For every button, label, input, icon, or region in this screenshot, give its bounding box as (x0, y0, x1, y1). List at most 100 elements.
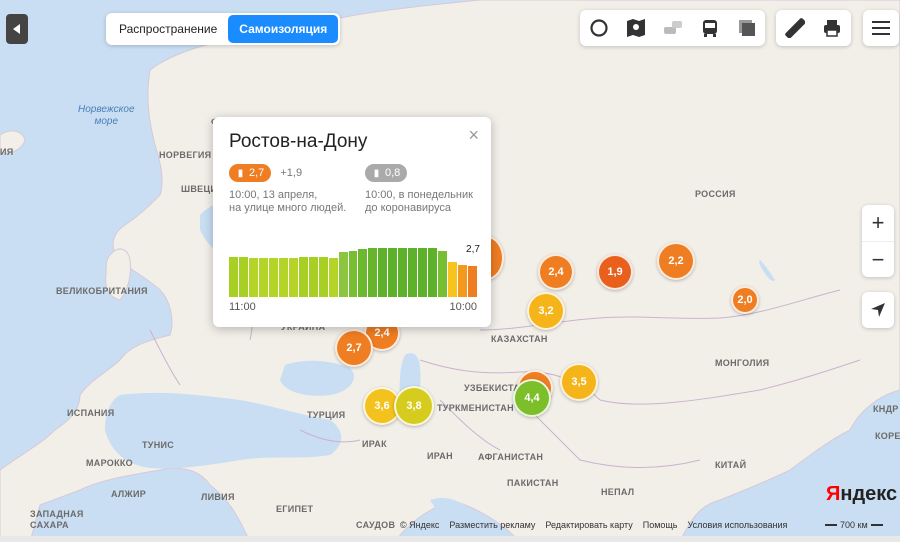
chart-bar (458, 264, 468, 297)
popup-title: Ростов-на-Дону (229, 131, 368, 152)
map-layers-toolbar (580, 10, 765, 46)
region-marker[interactable]: 2,4 (538, 254, 574, 290)
tab-self-isolation[interactable]: Самоизоляция (228, 15, 339, 43)
chart-bar (418, 247, 428, 297)
chart-bar (318, 256, 328, 297)
map-label-uzbekistan: УЗБЕКИСТА (464, 383, 521, 393)
map-label-korea: КОРЕ (875, 431, 900, 441)
chart-bar (298, 256, 308, 297)
chart-bar (428, 247, 438, 297)
map-label-china: КИТАЙ (715, 460, 747, 470)
zoom-out-button[interactable]: − (862, 241, 894, 277)
tools-toolbar (776, 10, 851, 46)
map-label-russia: РОССИЯ (695, 189, 736, 199)
layers-button[interactable] (580, 10, 617, 46)
baseline-desc: до коронавируса (365, 202, 452, 214)
ads-link[interactable]: Разместить рекламу (449, 520, 536, 530)
map-scheme-button[interactable] (617, 10, 654, 46)
mode-switch: Распространение Самоизоляция (106, 13, 341, 45)
map-label-nepal: НЕПАЛ (601, 487, 635, 497)
hamburger-icon (872, 21, 890, 35)
edit-map-link[interactable]: Редактировать карту (545, 520, 633, 530)
layers-circle-icon (589, 19, 608, 37)
ruler-button[interactable] (776, 10, 813, 46)
tab-spread[interactable]: Распространение (119, 22, 218, 36)
chart-bar (338, 252, 348, 297)
current-desc: на улице много людей. (229, 202, 347, 214)
chart-bar (468, 266, 477, 297)
baseline-stat: ▮ 0,8 10:00, в понедельник до коронавируса (365, 164, 473, 215)
map-label-egypt: ЕГИПЕТ (276, 504, 314, 514)
region-marker[interactable]: 3,2 (527, 292, 565, 330)
region-marker[interactable]: 2,7 (335, 329, 373, 367)
menu-button[interactable] (863, 10, 899, 46)
transport-button[interactable] (691, 10, 728, 46)
current-time: 10:00, 13 апреля, (229, 189, 318, 201)
chart-end-time: 10:00 (449, 301, 477, 313)
map-label-tunisia: ТУНИС (142, 440, 175, 450)
region-marker[interactable]: 1,9 (597, 254, 633, 290)
map-label-sweden: ШВЕЦИ (181, 184, 218, 194)
region-marker[interactable]: 3,5 (560, 363, 598, 401)
map-label-libya: ЛИВИЯ (201, 492, 235, 502)
index-delta: +1,9 (280, 166, 303, 179)
map-label-iceland: ИЯ (0, 147, 14, 157)
panorama-button[interactable] (728, 10, 765, 46)
bottom-strip (0, 536, 900, 542)
panorama-icon (738, 20, 755, 36)
print-button[interactable] (813, 10, 850, 46)
region-marker[interactable]: 2,2 (657, 242, 695, 280)
map-label-uk: ВЕЛИКОБРИТАНИЯ (56, 286, 148, 296)
map-label-norway: НОРВЕГИЯ (159, 150, 212, 160)
map-label-pakistan: ПАКИСТАН (507, 478, 559, 488)
geolocation-button[interactable] (862, 292, 894, 328)
person-icon: ▮ (373, 167, 380, 179)
chart-bar (278, 257, 288, 297)
collapse-panel-button[interactable] (6, 14, 28, 44)
map-label-norway-sea: Норвежское море (78, 104, 135, 127)
chart-bar (368, 248, 378, 297)
baseline-index-badge: ▮ 0,8 (365, 164, 408, 182)
print-icon (823, 20, 840, 37)
map-label-turkmenistan: ТУРКМЕНИСТАН (437, 403, 514, 413)
chart-bar (448, 261, 458, 297)
map-label-iran: ИРАН (427, 451, 453, 461)
copyright: © Яндекс (400, 520, 440, 530)
current-stat: ▮ 2,7 +1,9 10:00, 13 апреля, на улице мног… (229, 164, 346, 215)
chart-bar (388, 247, 398, 297)
chart-bar (248, 257, 258, 297)
map-label-spain: ИСПАНИЯ (67, 408, 115, 418)
city-popup: Ростов-на-Дону × ▮ 2,7 +1,9 10:00, 13 апр… (213, 117, 491, 327)
bus-icon (702, 20, 717, 37)
help-link[interactable]: Помощь (642, 520, 678, 530)
region-marker[interactable]: 3,8 (394, 386, 434, 426)
person-icon: ▮ (237, 167, 244, 179)
region-marker[interactable]: 2,0 (731, 286, 759, 314)
chart-bar (328, 257, 338, 297)
chart-bar (268, 257, 278, 297)
menu-toolbar (863, 10, 899, 46)
chart-bar (408, 247, 418, 297)
baseline-time: 10:00, в понедельник (365, 189, 473, 201)
terms-link[interactable]: Условия использования (687, 520, 788, 530)
hourly-chart (229, 243, 477, 297)
region-marker[interactable]: 4,4 (513, 379, 551, 417)
map-label-saudi: САУДОВ (356, 520, 396, 530)
chart-bar (229, 256, 238, 297)
zoom-control: + − (862, 205, 894, 277)
close-icon[interactable]: × (468, 125, 479, 145)
location-arrow-icon (871, 303, 885, 317)
map-book-icon (626, 19, 645, 37)
zoom-in-button[interactable]: + (871, 210, 885, 235)
yandex-logo: Яндекс (826, 483, 898, 505)
scale-bar: 700 км (825, 520, 883, 530)
traffic-button[interactable] (654, 10, 691, 46)
map-footer: © Яндекс Разместить рекламу Редактироват… (400, 520, 787, 530)
map-label-algeria: АЛЖИР (111, 489, 147, 499)
chart-start-time: 11:00 (229, 301, 256, 313)
chart-bar (438, 250, 448, 297)
map-label-ukraine: УКРАИНА (281, 322, 326, 332)
map-label-mongolia: МОНГОЛИЯ (715, 358, 770, 368)
chart-bar (358, 249, 368, 297)
chart-last-value: 2,7 (466, 244, 480, 256)
